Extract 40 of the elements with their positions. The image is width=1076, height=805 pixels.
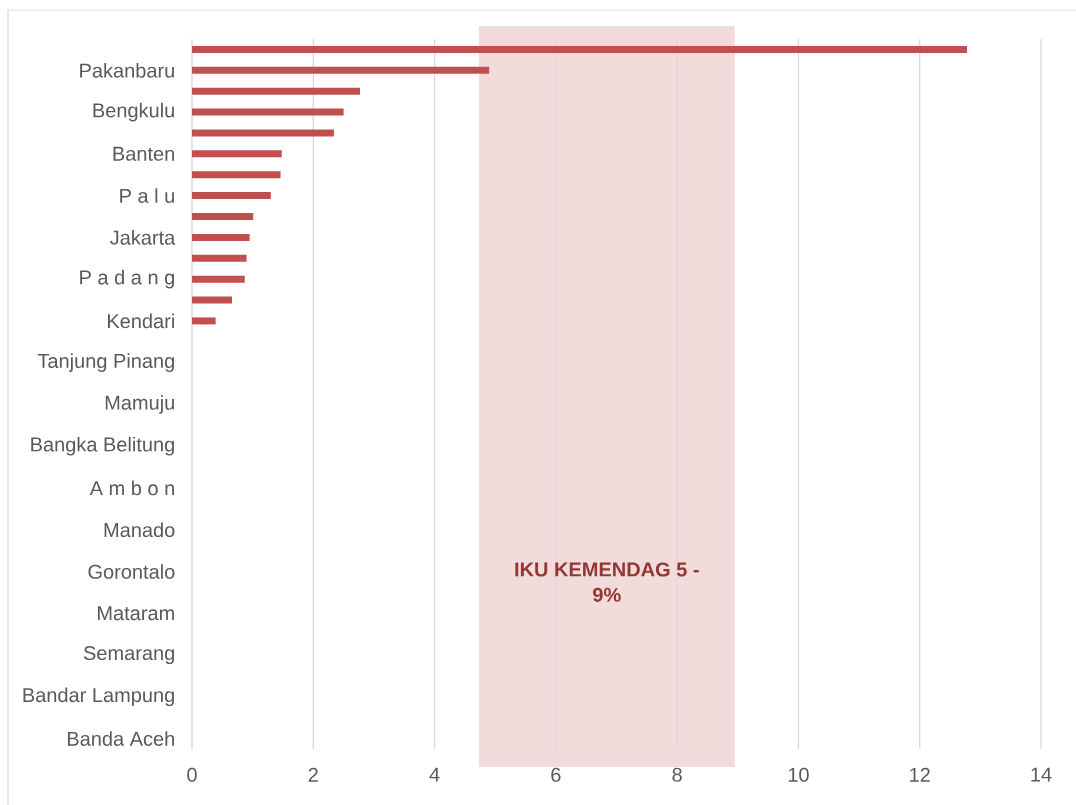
bar [192, 296, 233, 304]
y-tick-label: Tanjung Pinang [37, 353, 174, 372]
y-tick-label: Mamuju [105, 395, 174, 414]
bar [192, 171, 281, 179]
y-tick-label: Bandar Lampung [23, 687, 174, 707]
y-tick-label: Jakarta [110, 230, 176, 245]
bar [192, 150, 282, 158]
bar [192, 45, 968, 53]
band-label: IKU KEMENDAG 5 - 9% [515, 562, 699, 602]
bar [192, 213, 254, 220]
y-tick-label: Semarang [83, 645, 174, 665]
y-tick-label: P a l u [120, 188, 174, 203]
x-tick-label: 10 [788, 767, 809, 782]
bar [192, 233, 250, 241]
bar [192, 87, 360, 95]
bar [192, 192, 271, 200]
x-tick-label: 2 [308, 767, 318, 782]
bar [192, 317, 216, 325]
y-tick-label: Banten [113, 146, 174, 161]
y-tick-label: Bengkulu [93, 102, 174, 122]
bar [192, 129, 334, 137]
y-tick-label: Pakanbaru [80, 62, 174, 78]
x-tick-label: 14 [1031, 767, 1052, 782]
y-tick-label: Banda Aceh [67, 731, 174, 746]
x-tick-label: 8 [672, 767, 682, 782]
x-tick-label: 12 [910, 767, 930, 782]
bar [192, 275, 245, 283]
x-tick-label: 0 [187, 767, 197, 782]
bar [192, 66, 490, 74]
y-tick-label: Kendari [107, 313, 174, 329]
y-tick-label: P a d a n g [80, 269, 174, 289]
y-tick-label: Manado [104, 522, 175, 538]
y-tick-label: A m b o n [89, 480, 174, 496]
y-tick-label: Gorontalo [88, 564, 175, 579]
bar [192, 254, 247, 262]
bar [192, 108, 344, 116]
y-tick-label: Bangka Belitung [31, 436, 174, 456]
x-tick-label: 4 [429, 767, 440, 782]
y-tick-label: Mataram [98, 606, 174, 621]
x-tick-label: 6 [551, 767, 561, 782]
